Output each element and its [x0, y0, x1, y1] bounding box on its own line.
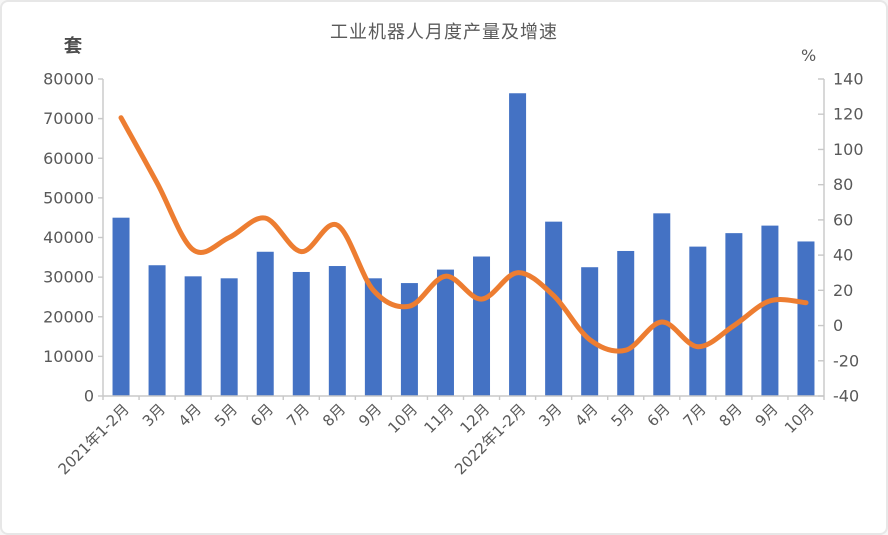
x-axis-label-10月: 10月 [781, 400, 818, 437]
bar-4月 [184, 276, 202, 396]
growth-line [118, 115, 809, 354]
bar-3月 [545, 221, 563, 396]
right-axis-tick-label--20: -20 [833, 351, 859, 370]
left-axis-tick-label-40000: 40000 [43, 228, 94, 247]
right-axis-tick-label-60: 60 [833, 210, 853, 229]
chart-title: 工业机器人月度产量及增速 [330, 22, 558, 43]
x-axis-label-5月: 5月 [607, 400, 637, 430]
x-axis-label-11月: 11月 [420, 400, 457, 437]
bar-9月 [761, 225, 779, 396]
right-axis-tick-label-40: 40 [833, 246, 853, 265]
left-axis-unit-label: 套 [64, 36, 82, 57]
x-axis-label-8月: 8月 [319, 400, 349, 430]
bar-6月 [256, 251, 274, 396]
left-axis-tick-label-80000: 80000 [43, 70, 94, 89]
x-axis-label-9月: 9月 [355, 400, 385, 430]
left-axis-tick-label-20000: 20000 [43, 307, 94, 326]
bar-5月 [220, 278, 238, 396]
x-axis-label-4月: 4月 [571, 400, 601, 430]
x-axis-label-2021年1-2月: 2021年1-2月 [55, 400, 133, 478]
bar-8月 [328, 266, 346, 396]
bar-10月 [797, 241, 815, 396]
bar-7月 [292, 271, 310, 396]
x-axis-label-4月: 4月 [175, 400, 205, 430]
bar-7月 [689, 246, 707, 396]
right-axis-tick-label-100: 100 [833, 140, 864, 159]
bar-3月 [148, 265, 166, 396]
x-axis-label-7月: 7月 [680, 400, 710, 430]
right-axis-tick-label-0: 0 [833, 316, 843, 335]
x-axis-label-6月: 6月 [644, 400, 674, 430]
bar-8月 [725, 233, 743, 396]
left-axis-tick-label-70000: 70000 [43, 109, 94, 128]
x-axis-label-9月: 9月 [752, 400, 782, 430]
x-axis-label-10月: 10月 [384, 400, 421, 437]
right-axis-tick-label-140: 140 [833, 70, 864, 89]
bar-6月 [653, 213, 671, 396]
right-axis-tick-label--40: -40 [833, 387, 859, 406]
right-axis-tick-label-120: 120 [833, 105, 864, 124]
x-axis-label-8月: 8月 [716, 400, 746, 430]
right-axis-tick-label-80: 80 [833, 175, 853, 194]
bar-4月 [581, 267, 599, 396]
x-axis-label-3月: 3月 [139, 400, 169, 430]
bar-10月 [400, 283, 418, 396]
left-axis-tick-label-0: 0 [84, 387, 94, 406]
left-axis-tick-label-60000: 60000 [43, 149, 94, 168]
x-axis-label-5月: 5月 [211, 400, 241, 430]
x-axis-label-3月: 3月 [535, 400, 565, 430]
x-axis-label-7月: 7月 [283, 400, 313, 430]
bar-11月 [436, 269, 454, 396]
left-axis-tick-label-50000: 50000 [43, 188, 94, 207]
bar-2021年1-2月 [112, 217, 130, 396]
x-axis-label-6月: 6月 [247, 400, 277, 430]
left-axis-tick-label-30000: 30000 [43, 268, 94, 287]
right-axis-tick-label-20: 20 [833, 281, 853, 300]
bar-9月 [364, 278, 382, 396]
left-axis-tick-label-10000: 10000 [43, 347, 94, 366]
bar-5月 [617, 250, 635, 396]
bar-12月 [473, 256, 491, 396]
bar-2022年1-2月 [509, 93, 527, 396]
right-axis-unit-label: % [801, 46, 817, 65]
